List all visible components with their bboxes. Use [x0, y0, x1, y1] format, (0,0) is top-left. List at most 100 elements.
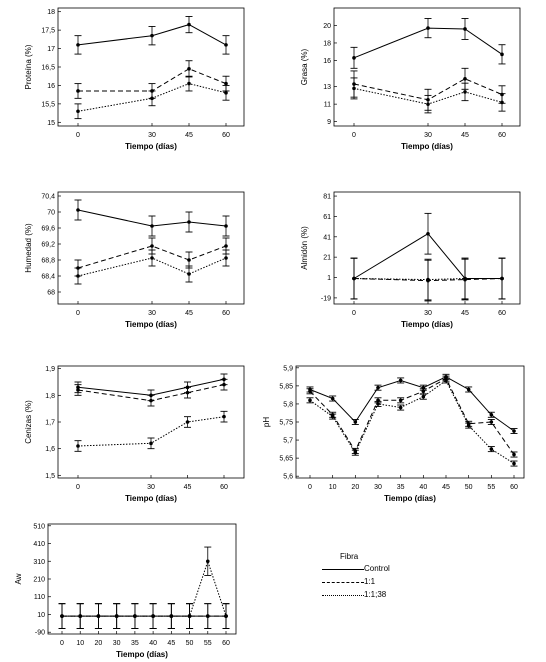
data-point [426, 26, 430, 30]
x-tick-label: 0 [308, 484, 312, 491]
plot-frame [333, 7, 521, 127]
data-point [187, 614, 192, 618]
y-axis-label: pH [262, 417, 271, 427]
data-point [187, 272, 191, 276]
x-tick-label: 60 [222, 640, 230, 647]
y-tick-label: 68 [47, 290, 55, 297]
data-point [463, 27, 467, 31]
y-tick-label: 17,5 [41, 28, 55, 35]
y-tick-label: 15 [47, 120, 55, 127]
x-tick-label: 45 [184, 484, 192, 491]
y-tick-label: 210 [33, 577, 45, 584]
data-point [512, 429, 516, 433]
data-point [76, 274, 80, 278]
data-point [426, 102, 430, 106]
data-point [187, 22, 191, 27]
y-tick-label: 1,9 [45, 366, 55, 373]
y-tick-label: 68,8 [41, 258, 55, 265]
legend-line-dashed [322, 582, 364, 583]
x-tick-label: 55 [487, 484, 495, 491]
y-tick-label: 69,2 [41, 242, 55, 249]
legend-line-solid [322, 569, 364, 570]
legend-label-1-1-38: 1:1;38 [364, 590, 387, 599]
chart-3: 68 68,4 68,8 69,2 69,6 70 70,4 0 30 45 60 Tiempo (d… [24, 191, 245, 329]
series-line-3 [77, 416, 225, 447]
y-axis-label: Almidón (%) [300, 226, 309, 270]
chart-1: 15 15,5 16 16,5 17 17,5 18 0 30 45 60 Tiempo (días)… [24, 7, 245, 151]
series-line-1 [309, 376, 515, 432]
x-axis-label: Tiempo (días) [125, 494, 177, 503]
legend-item-control: Control [322, 564, 402, 574]
x-tick-label: 30 [113, 640, 121, 647]
x-tick-label: 30 [424, 310, 432, 317]
data-point [463, 90, 467, 94]
data-point [500, 100, 504, 105]
data-point [76, 208, 80, 212]
data-point [463, 77, 467, 81]
legend-label-1-1: 1:1 [364, 577, 376, 586]
data-point [76, 444, 80, 448]
data-point [76, 109, 80, 114]
y-tick-label: 21 [323, 255, 331, 262]
y-tick-label: 5,7 [283, 438, 293, 445]
data-point [398, 405, 403, 410]
data-point [78, 614, 83, 618]
chart-2: 9 11 13 16 18 20 0 30 45 60 Tiempo (días) Grasa (%) [300, 7, 521, 151]
y-tick-label: -19 [321, 295, 331, 302]
x-tick-label: 50 [186, 640, 194, 647]
plot-frame [57, 191, 245, 305]
series-line-3 [309, 379, 515, 464]
x-tick-label: 45 [167, 640, 175, 647]
data-point [205, 614, 210, 618]
x-axis-label: Tiempo (días) [125, 142, 177, 151]
y-tick-label: 11 [324, 102, 331, 109]
legend-item-1-1: 1:1 [322, 577, 402, 587]
x-tick-label: 30 [148, 132, 156, 139]
data-point [352, 56, 356, 60]
data-point [376, 402, 380, 406]
y-tick-label: 410 [33, 541, 45, 548]
data-point [96, 614, 101, 618]
data-point [76, 89, 80, 93]
data-point [150, 256, 154, 260]
plot-frame [57, 7, 245, 127]
data-point [150, 33, 154, 38]
x-tick-label: 40 [419, 484, 427, 491]
x-tick-label: 10 [76, 640, 84, 647]
x-tick-label: 0 [76, 310, 80, 317]
data-point [224, 81, 228, 86]
data-point [187, 67, 191, 71]
x-tick-label: 50 [465, 484, 473, 491]
x-tick-label: 10 [329, 484, 337, 491]
x-tick-label: 55 [204, 640, 212, 647]
data-point [224, 91, 228, 95]
y-tick-label: -90 [35, 630, 45, 637]
data-point [489, 447, 494, 451]
data-point [489, 420, 494, 424]
data-point [426, 277, 430, 282]
y-tick-label: 5,65 [279, 456, 293, 463]
data-point [187, 81, 191, 86]
y-tick-label: 13 [323, 84, 331, 91]
x-tick-label: 60 [222, 132, 230, 139]
data-point [150, 244, 154, 248]
data-point [353, 450, 358, 455]
data-point [224, 224, 228, 228]
x-tick-label: 60 [220, 484, 228, 491]
y-tick-label: 18 [323, 40, 331, 47]
x-tick-label: 0 [60, 640, 64, 647]
data-point [185, 390, 190, 395]
y-tick-label: 10 [37, 612, 45, 619]
y-tick-label: 70,4 [41, 194, 55, 201]
legend-label-control: Control [364, 564, 390, 573]
data-point [308, 389, 312, 394]
legend-title: Fibra [340, 552, 359, 561]
data-point [352, 276, 356, 281]
y-tick-label: 5,85 [279, 383, 293, 390]
x-tick-label: 0 [76, 484, 80, 491]
x-tick-label: 40 [149, 640, 157, 647]
x-tick-label: 45 [442, 484, 450, 491]
y-tick-label: 310 [33, 559, 45, 566]
series-line-2 [353, 278, 503, 282]
chart-5: 1,5 1,6 1,7 1,8 1,9 0 30 45 60 Tiempo (días) Ceniz… [24, 365, 245, 503]
